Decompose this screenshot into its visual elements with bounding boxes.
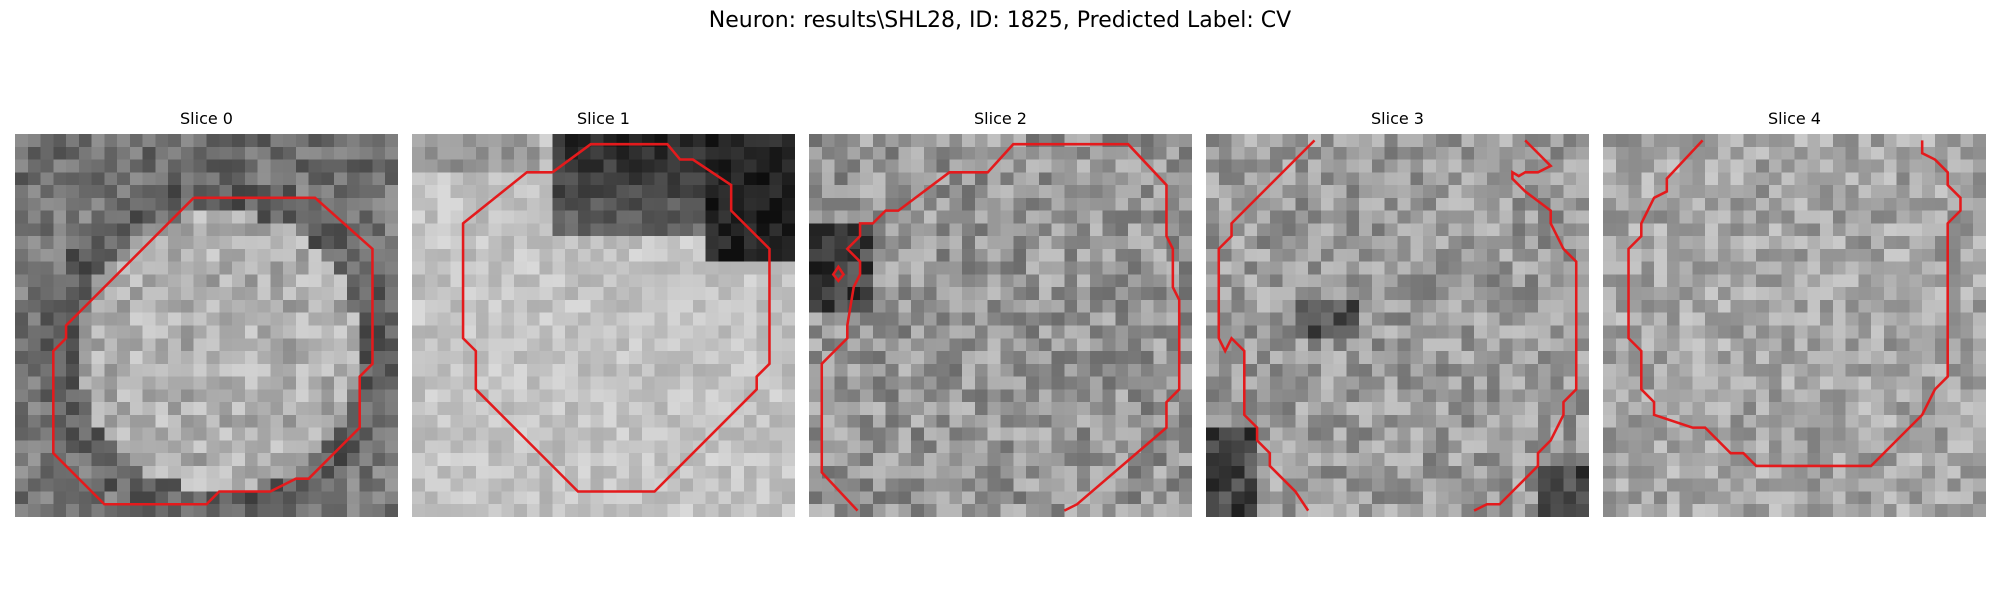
slice-image (1603, 134, 1986, 517)
segmentation-contour (1627, 139, 1962, 468)
slice-panel-0: Slice 0 (15, 108, 398, 517)
contour-overlay (820, 142, 1181, 512)
slice-panel-4: Slice 4 (1603, 108, 1986, 517)
grayscale-micrograph (809, 134, 1192, 517)
contour-overlay (52, 196, 374, 506)
contour-overlay (1627, 139, 1962, 468)
slice-image (15, 134, 398, 517)
slice-image (412, 134, 795, 517)
contour-overlay (461, 142, 771, 493)
slice-image (1206, 134, 1589, 517)
contour-artifact (831, 264, 846, 283)
figure-title: Neuron: results\SHL28, ID: 1825, Predict… (708, 8, 1292, 33)
contour-overlay (1217, 139, 1578, 512)
segmentation-contour (52, 196, 374, 506)
slice-title: Slice 1 (577, 109, 630, 128)
segmentation-contour (1217, 139, 1316, 512)
slice-title: Slice 4 (1768, 109, 1821, 128)
slice-title: Slice 2 (974, 109, 1027, 128)
slice-image (809, 134, 1192, 517)
slice-title: Slice 0 (180, 109, 233, 128)
segmentation-contour (1473, 139, 1578, 512)
segmentation-contour (820, 142, 1181, 512)
grayscale-micrograph (1603, 134, 1986, 517)
segmentation-contour (461, 142, 771, 493)
slice-panel-3: Slice 3 (1206, 108, 1589, 517)
slice-panel-1: Slice 1 (412, 108, 795, 517)
slice-panel-2: Slice 2 (809, 108, 1192, 517)
slice-title: Slice 3 (1371, 109, 1424, 128)
